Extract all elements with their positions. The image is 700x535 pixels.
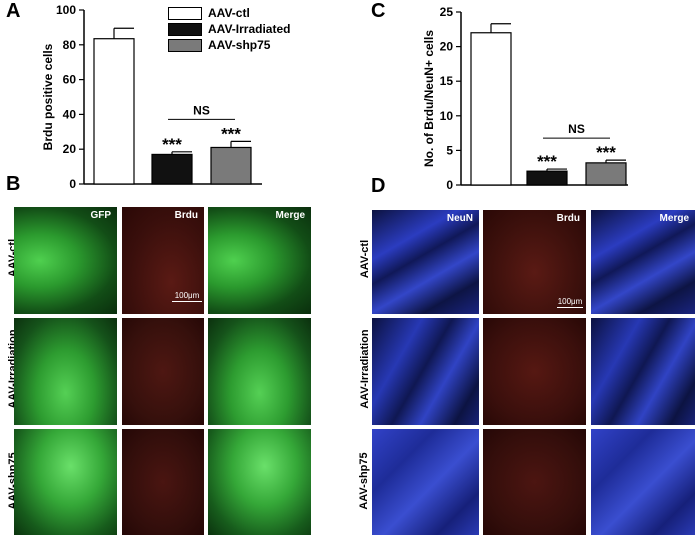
legend-swatch bbox=[168, 39, 202, 52]
channel-label: Brdu bbox=[556, 213, 580, 224]
micrograph-gfp bbox=[14, 318, 117, 425]
micrograph-merge bbox=[591, 429, 695, 535]
y-tick-label: 40 bbox=[63, 107, 77, 121]
chart-a: 0 20 40 60 80 100 Brdu positive cells *** *** NS bbox=[41, 3, 262, 191]
comparison-label: NS bbox=[193, 103, 210, 117]
legend-label: AAV-shp75 bbox=[208, 38, 271, 52]
significance-label: *** bbox=[537, 152, 557, 171]
channel-label: Brdu bbox=[174, 210, 198, 221]
significance-label: *** bbox=[596, 143, 616, 162]
micrograph-brdu bbox=[122, 429, 204, 535]
y-tick-label: 10 bbox=[440, 109, 454, 123]
bar bbox=[93, 38, 135, 185]
y-tick-label: 0 bbox=[69, 177, 76, 191]
y-tick-label: 20 bbox=[63, 142, 77, 156]
bar bbox=[210, 146, 252, 185]
micrograph-neun bbox=[372, 429, 479, 535]
scale-bar: 100μm bbox=[557, 297, 583, 308]
bar bbox=[585, 162, 627, 186]
significance-label: *** bbox=[221, 124, 241, 143]
micrograph-neun: NeuN bbox=[372, 210, 479, 314]
panel-label-c: C bbox=[371, 0, 386, 22]
row-label: AAV-Irradiation bbox=[359, 329, 371, 409]
y-tick-label: 60 bbox=[63, 73, 77, 87]
channel-label: NeuN bbox=[446, 213, 473, 224]
micrograph-brdu bbox=[483, 429, 586, 535]
bar bbox=[151, 153, 193, 185]
significance-label: *** bbox=[162, 135, 182, 154]
micrograph-neun bbox=[372, 318, 479, 425]
panel-label-d: D bbox=[371, 175, 386, 197]
bar bbox=[470, 32, 512, 186]
legend: AAV-ctl AAV-Irradiated AAV-shp75 bbox=[168, 6, 308, 56]
legend-label: AAV-Irradiated bbox=[208, 22, 291, 36]
micrograph-merge: Merge bbox=[591, 210, 695, 314]
micrograph-merge: Merge bbox=[208, 207, 311, 314]
row-label: AAV-shp75 bbox=[358, 452, 370, 510]
panel-label-b: B bbox=[6, 173, 21, 195]
channel-label: Merge bbox=[659, 213, 689, 224]
micrograph-merge bbox=[591, 318, 695, 425]
micrograph-merge bbox=[208, 429, 311, 535]
scale-bar: 100μm bbox=[172, 291, 202, 302]
y-tick-label: 25 bbox=[440, 5, 454, 19]
micrograph-brdu: Brdu 100μm bbox=[122, 207, 204, 314]
micrograph-brdu bbox=[122, 318, 204, 425]
y-tick-label: 15 bbox=[440, 74, 454, 88]
y-tick-label: 0 bbox=[446, 178, 453, 192]
y-tick-label: 20 bbox=[440, 40, 454, 54]
y-tick-label: 100 bbox=[56, 3, 76, 17]
micrograph-gfp bbox=[14, 429, 117, 535]
chart-c: 0 5 10 15 20 25 No. of Brdu/NeuN+ cells *** *** N… bbox=[422, 5, 628, 192]
micrograph-merge bbox=[208, 318, 311, 425]
comparison-label: NS bbox=[568, 122, 585, 136]
row-label: AAV-ctl bbox=[359, 239, 371, 279]
legend-label: AAV-ctl bbox=[208, 6, 250, 20]
channel-label: Merge bbox=[275, 210, 305, 221]
bar bbox=[526, 170, 568, 186]
legend-swatch bbox=[168, 23, 202, 36]
y-axis-label: Brdu positive cells bbox=[41, 43, 55, 150]
micrograph-brdu: Brdu 100μm bbox=[483, 210, 586, 314]
panel-label-a: A bbox=[6, 0, 21, 22]
y-tick-label: 5 bbox=[446, 143, 453, 157]
legend-swatch bbox=[168, 7, 202, 20]
y-tick-label: 80 bbox=[63, 38, 77, 52]
micrograph-gfp: GFP bbox=[14, 207, 117, 314]
channel-label: GFP bbox=[90, 210, 111, 221]
y-axis-label: No. of Brdu/NeuN+ cells bbox=[422, 30, 436, 167]
micrograph-brdu bbox=[483, 318, 586, 425]
